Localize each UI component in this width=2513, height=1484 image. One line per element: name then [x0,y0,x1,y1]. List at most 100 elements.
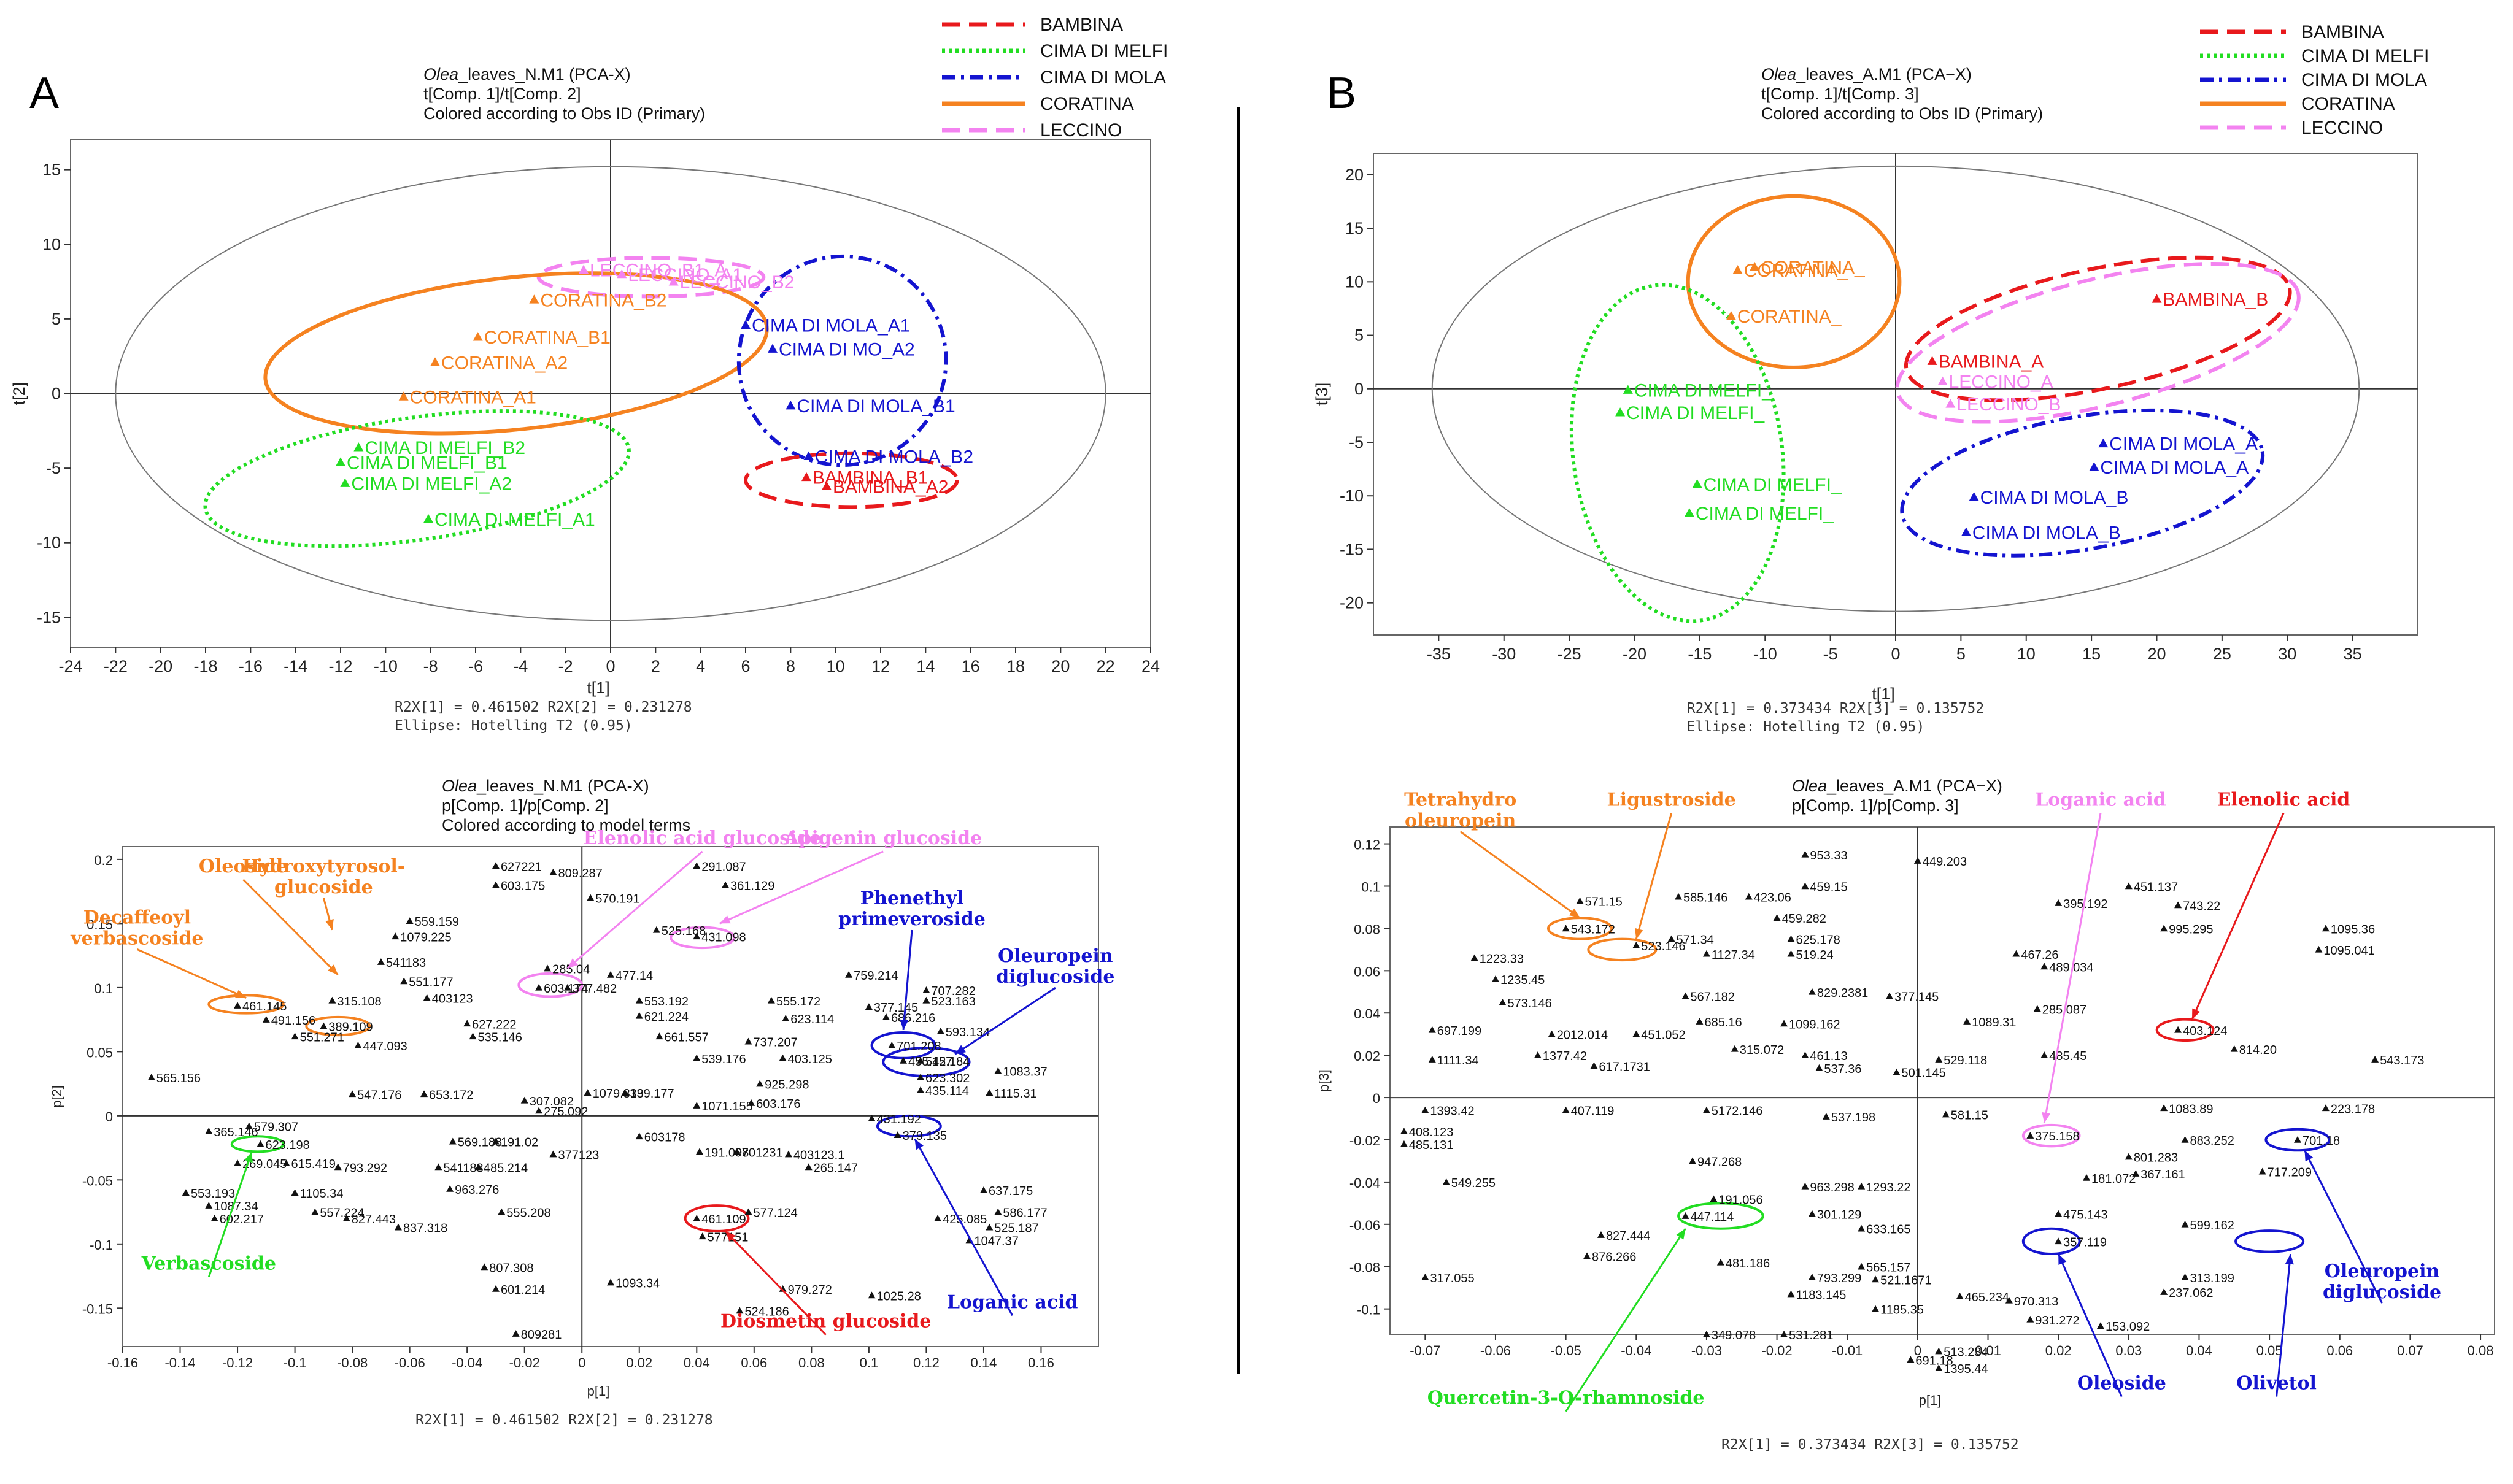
chart-subtitle-2: Colored according to Obs ID (Primary) [1761,104,2043,123]
data-point-marker [1470,954,1478,961]
data-point-label: CORATINA_ [1737,307,1842,327]
chart-a-scores: Olea_leaves_N.M1 (PCA-X) t[Comp. 1]/t[Com… [10,65,1160,734]
data-point-marker [2152,294,2162,303]
data-point-marker [2293,1136,2301,1143]
data-point-marker [2230,1045,2238,1052]
data-point-label: 403.124 [2183,1025,2227,1038]
x-tick-label: 0.04 [684,1355,710,1371]
y-tick-label: -0.15 [82,1301,113,1317]
data-point-marker [1716,1258,1724,1266]
data-point-marker [340,478,350,487]
data-point-marker [936,1027,944,1034]
data-point-label: 377.145 [1894,991,1939,1004]
data-point-label: CORATINA_A1 [410,387,536,407]
annotation-label: Decaffeoyl [83,907,191,928]
data-point-label: 447.093 [363,1040,407,1053]
chart-title: Olea_leaves_A.M1 (PCA−X) [1761,65,1972,83]
data-point-marker [917,1086,925,1093]
data-point-label: 565.157 [1866,1261,1910,1275]
data-point-label: 1071.155 [701,1100,752,1113]
data-point-marker [1675,893,1683,900]
annotation-arrowhead [1569,908,1580,918]
data-point-label: CORATINA_B1 [484,328,611,348]
annotation-arrow [902,929,913,1030]
data-point-marker [1681,992,1689,999]
data-point-label: 181.072 [2091,1172,2136,1186]
data-point-label: 339.177 [630,1087,674,1101]
data-point-label: 461.109 [701,1213,746,1226]
data-point-label: 837.318 [403,1222,447,1236]
annotation-label: Hydroxytyrosol- [242,856,405,877]
data-point-marker [986,1089,994,1096]
data-point-marker [2005,1296,2013,1304]
data-point-marker [2055,1210,2063,1217]
data-point-marker [535,983,543,991]
data-point-marker [481,1263,488,1271]
data-point-marker [655,1032,663,1040]
data-point-marker [1421,1273,1429,1280]
data-point-label: LECCINO_B2 [680,272,795,293]
data-point-marker [1615,407,1626,417]
data-point-marker [1913,857,1921,864]
y-tick-label: 5 [52,310,61,328]
x-tick-label: -22 [104,657,128,675]
legend-label-cima-di-mola: CIMA DI MOLA [1040,67,1166,88]
data-point-marker [1732,265,1743,274]
data-point-label: 883.252 [2190,1134,2234,1148]
data-point-label: 535.146 [478,1031,522,1044]
data-point-marker [652,926,660,933]
annotation-arrowhead [955,1045,966,1055]
data-point-label: 447.114 [1691,1210,1734,1224]
x-tick-label: 0 [578,1355,585,1371]
data-point-label: BAMBINA_B [2163,290,2269,310]
data-point-marker [1858,1182,1866,1190]
data-point-label: 963.276 [455,1183,499,1197]
x-tick-label: -14 [284,657,307,675]
x-tick-label: 0 [1891,645,1900,663]
annotation-arrow [1565,1228,1686,1412]
data-point-label: 519.24 [1796,948,1834,962]
data-point-marker [1442,1178,1450,1185]
y-tick-label: 0.04 [1354,1006,1380,1021]
annotation-arrowhead [2058,1254,2067,1266]
data-point-label: 557.224 [320,1207,364,1220]
data-point-marker [2125,1153,2133,1160]
data-point-marker [434,1163,442,1171]
x-tick-label: -2 [558,657,573,675]
annotation-arrowhead [2192,1008,2201,1020]
group-ellipse-leccino [536,256,766,299]
data-point-marker [320,1022,328,1029]
x-tick-label: -0.14 [164,1355,195,1371]
data-point-marker [2160,925,2168,932]
data-point-marker [1576,897,1584,904]
data-point-marker [492,862,500,869]
data-point-marker [579,264,589,274]
data-point-label: 191.098 [704,1146,749,1159]
y-tick-label: -5 [1349,433,1364,452]
data-point-marker [986,1223,994,1231]
data-point-marker [779,1285,787,1292]
data-point-label: 451.052 [1641,1029,1685,1042]
data-point-label: CIMA DI MELFI_ [1634,381,1773,401]
data-point-marker [392,932,400,940]
data-point-label: 467.26 [2021,948,2058,962]
data-point-label: 603.175 [501,880,545,893]
data-point-label: 485.45 [2049,1050,2086,1063]
data-point-marker [607,1278,614,1286]
chart-footer: R2X[1] = 0.461502 R2X[2] = 0.231278 [395,699,692,715]
annotation-arrow [914,1138,1014,1317]
data-point-label: 317.055 [1430,1272,1474,1285]
x-tick-label: 0.06 [741,1355,767,1371]
annotation-arrow [1635,813,1673,940]
x-tick-label: -0.12 [222,1355,253,1371]
data-point-label: LECCINO_B [1956,394,2061,415]
data-point-marker [282,1159,290,1166]
data-point-marker [328,996,336,1004]
data-point-marker [1667,935,1675,942]
x-tick-label: -0.1 [284,1355,307,1371]
data-point-marker [2322,925,2330,932]
data-point-label: 743.22 [2183,899,2220,913]
data-point-marker [693,1054,701,1061]
data-point-label: CORATINA_ [1761,258,1866,278]
data-point-marker [741,320,751,329]
